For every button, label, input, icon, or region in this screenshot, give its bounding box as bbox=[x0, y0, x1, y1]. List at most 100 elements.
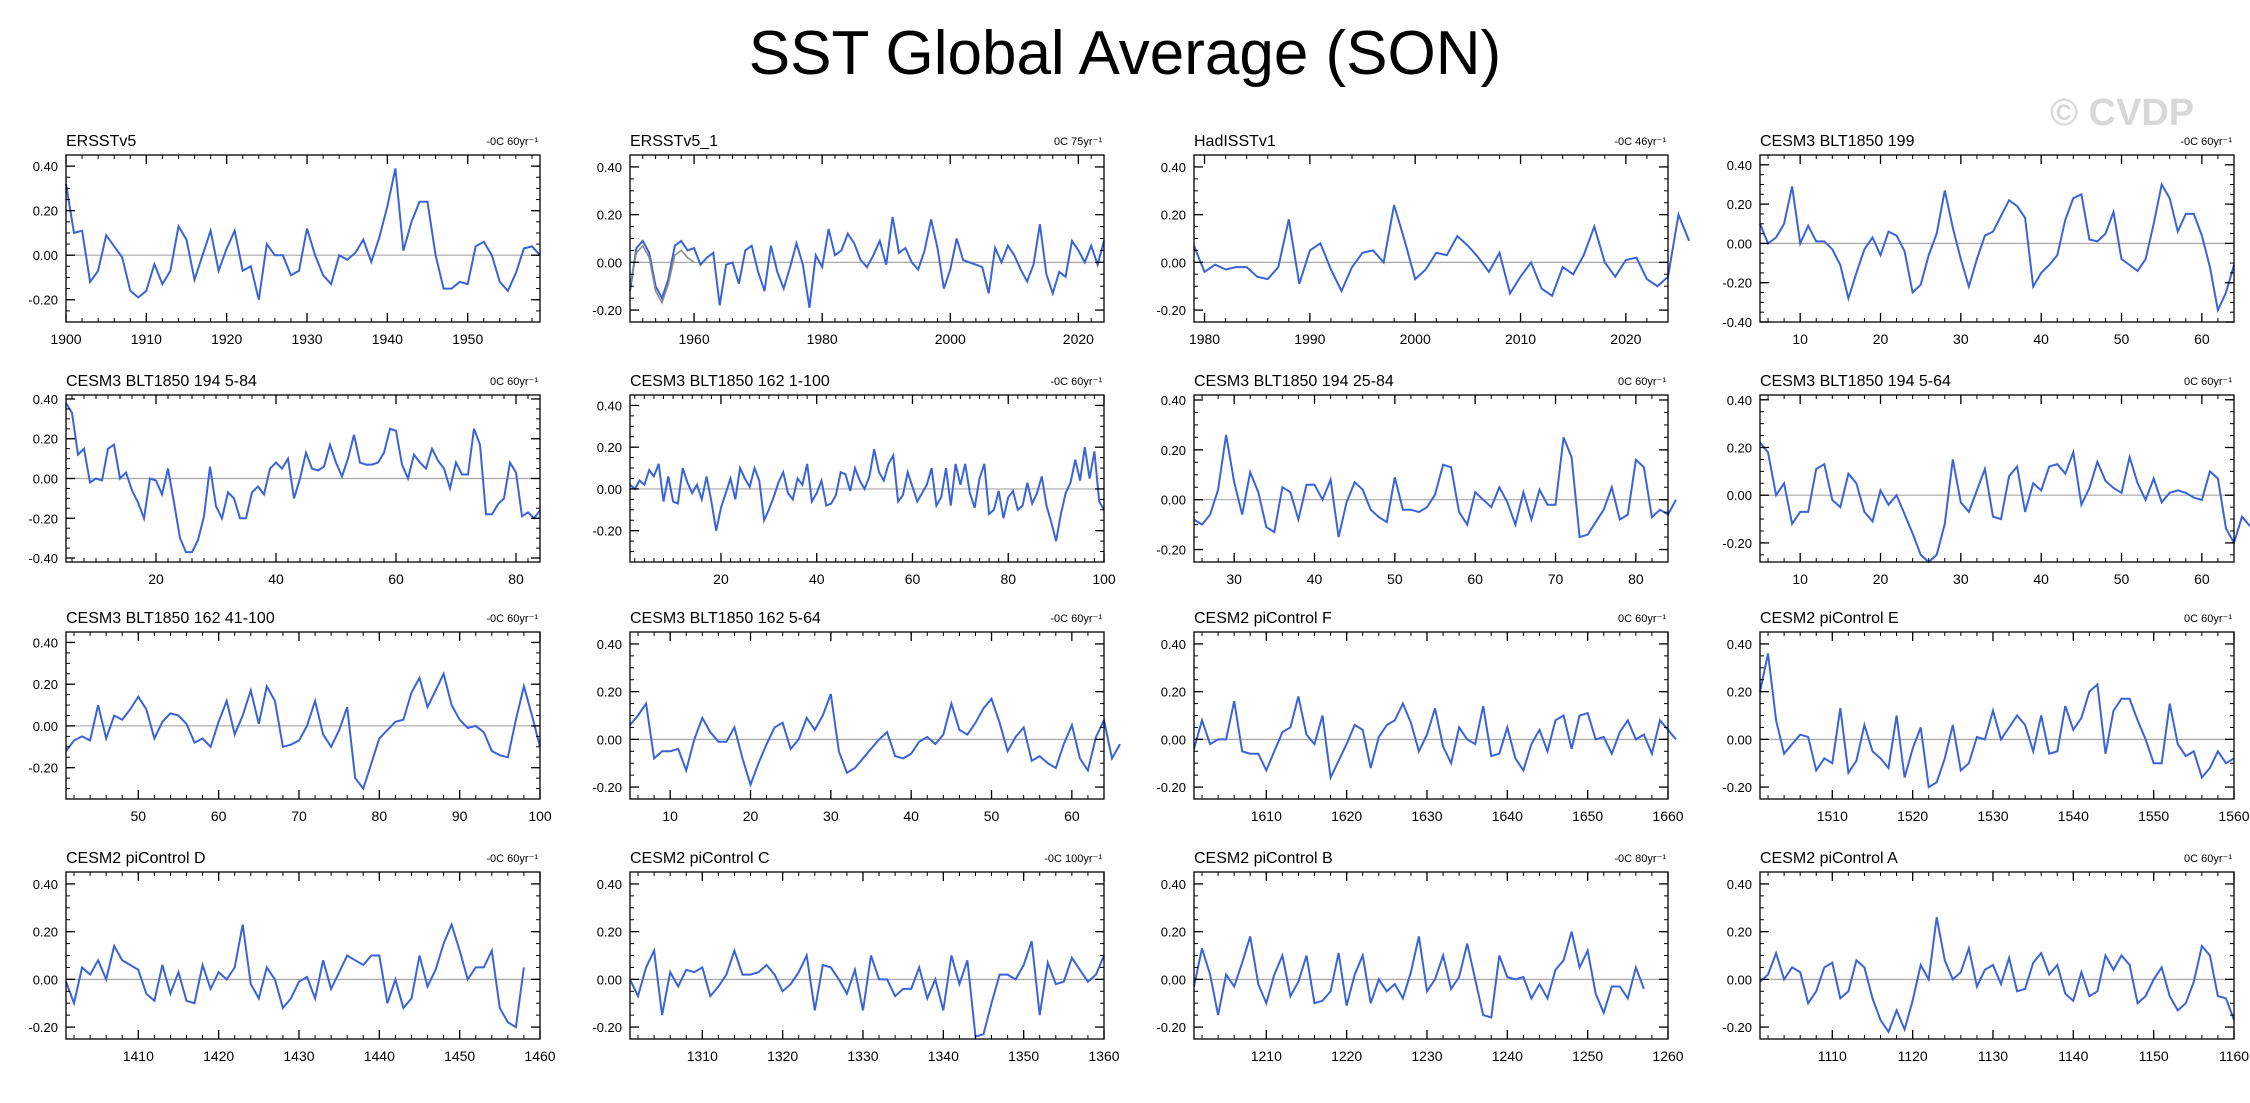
y-tick-label: 0.40 bbox=[1727, 877, 1752, 892]
y-tick-label: 0.20 bbox=[597, 440, 622, 455]
chart-panel: HadISSTv1 -0C 46yr⁻¹ 1980 1990 2000 2010 2020 -… bbox=[1156, 133, 1691, 347]
x-tick-label: 2020 bbox=[1063, 331, 1094, 347]
trend-label: -0C 60yr⁻¹ bbox=[486, 853, 538, 865]
x-tick-label: 1230 bbox=[1411, 1048, 1442, 1064]
trend-label: -0C 60yr⁻¹ bbox=[486, 613, 538, 625]
x-tick-label: 1250 bbox=[1572, 1048, 1603, 1064]
panel-title: CESM3 BLT1850 194 25-84 bbox=[1194, 373, 1394, 390]
series-line bbox=[1759, 181, 2235, 314]
y-tick-label: -0.20 bbox=[592, 524, 622, 539]
x-tick-label: 1150 bbox=[2139, 1048, 2169, 1064]
y-tick-label: 0.20 bbox=[597, 925, 622, 940]
x-tick-label: 80 bbox=[1000, 571, 1016, 587]
panel-title: CESM3 BLT1850 162 41-100 bbox=[66, 610, 275, 627]
chart-panel: ERSSTv5 -0C 60yr⁻¹ 1900 1910 1920 1930 1940 195… bbox=[28, 133, 541, 347]
x-tick-label: 50 bbox=[2114, 571, 2130, 587]
y-tick-label: 0.00 bbox=[33, 972, 58, 987]
series-line bbox=[1193, 204, 1691, 298]
series-line bbox=[1193, 434, 1677, 539]
y-tick-label: 0.40 bbox=[1727, 637, 1752, 652]
x-tick-label: 60 bbox=[388, 571, 404, 587]
y-tick-label: -0.20 bbox=[28, 761, 58, 776]
series-line bbox=[629, 693, 1121, 788]
x-tick-label: 40 bbox=[2033, 571, 2049, 587]
x-tick-label: 1220 bbox=[1331, 1048, 1362, 1064]
x-tick-label: 1240 bbox=[1492, 1048, 1523, 1064]
series-line bbox=[1193, 696, 1677, 781]
y-tick-label: -0.20 bbox=[592, 1020, 622, 1035]
x-tick-label: 60 bbox=[211, 808, 227, 824]
x-tick-label: 50 bbox=[1387, 571, 1403, 587]
x-tick-label: 1980 bbox=[1189, 331, 1220, 347]
panel-title: ERSSTv5_1 bbox=[630, 133, 718, 150]
plot-frame bbox=[629, 394, 1105, 563]
y-tick-label: 0.00 bbox=[597, 482, 622, 497]
trend-label: -0C 60yr⁻¹ bbox=[486, 136, 538, 148]
y-tick-label: -0.20 bbox=[28, 1020, 58, 1035]
panel-title: HadISSTv1 bbox=[1194, 133, 1276, 150]
x-tick-label: 1930 bbox=[291, 331, 322, 347]
x-tick-label: 20 bbox=[148, 571, 164, 587]
y-tick-label: -0.20 bbox=[28, 511, 58, 526]
trend-label: 0C 60yr⁻¹ bbox=[2184, 613, 2232, 625]
plot-frame bbox=[65, 154, 541, 323]
x-tick-label: 1350 bbox=[1008, 1048, 1039, 1064]
plot-frame bbox=[1193, 394, 1669, 563]
x-tick-label: 1340 bbox=[928, 1048, 959, 1064]
x-tick-label: 1960 bbox=[678, 331, 709, 347]
y-tick-label: -0.20 bbox=[1722, 1020, 1752, 1035]
x-tick-label: 1550 bbox=[2138, 808, 2169, 824]
chart-panel: CESM3 BLT1850 162 1-100 -0C 60yr⁻¹ 20 40 60 8… bbox=[592, 373, 1116, 587]
page-title: SST Global Average (SON) bbox=[748, 19, 1502, 88]
x-tick-label: 60 bbox=[1064, 808, 1080, 824]
y-tick-label: 0.20 bbox=[1727, 685, 1752, 700]
trend-label: 0C 60yr⁻¹ bbox=[2184, 853, 2232, 865]
x-tick-label: 1210 bbox=[1251, 1048, 1282, 1064]
x-tick-label: 60 bbox=[905, 571, 921, 587]
x-tick-label: 20 bbox=[713, 571, 729, 587]
y-tick-label: -0.20 bbox=[28, 293, 58, 308]
y-tick-label: -0.20 bbox=[592, 303, 622, 318]
x-tick-label: 80 bbox=[1628, 571, 1644, 587]
x-tick-label: 2010 bbox=[1505, 331, 1536, 347]
x-tick-label: 1950 bbox=[452, 331, 483, 347]
x-tick-label: 1900 bbox=[50, 331, 81, 347]
series-line bbox=[629, 216, 1105, 308]
x-tick-label: 1990 bbox=[1294, 331, 1325, 347]
x-tick-label: 70 bbox=[291, 808, 307, 824]
x-tick-label: 1520 bbox=[1897, 808, 1928, 824]
y-tick-label: -0.20 bbox=[1722, 276, 1752, 291]
series-line bbox=[1759, 653, 2235, 789]
y-tick-label: 0.20 bbox=[33, 925, 58, 940]
y-tick-label: -0.20 bbox=[1722, 536, 1752, 551]
x-tick-label: 40 bbox=[1307, 571, 1323, 587]
plot-frame bbox=[65, 631, 541, 800]
y-tick-label: 0.00 bbox=[33, 248, 58, 263]
x-tick-label: 1120 bbox=[1898, 1048, 1928, 1064]
chart-panel: ERSSTv5_1 0C 75yr⁻¹ 1960 1980 2000 2020 -0.20 0… bbox=[592, 133, 1105, 347]
x-tick-label: 50 bbox=[984, 808, 1000, 824]
x-tick-label: 40 bbox=[2033, 331, 2049, 347]
x-tick-label: 1940 bbox=[372, 331, 403, 347]
x-tick-label: 2020 bbox=[1610, 331, 1641, 347]
plot-frame bbox=[629, 154, 1105, 323]
x-tick-label: 1320 bbox=[767, 1048, 798, 1064]
y-tick-label: 0.40 bbox=[1161, 637, 1186, 652]
x-tick-label: 1160 bbox=[2219, 1048, 2249, 1064]
series-line bbox=[1759, 442, 2250, 564]
x-tick-label: 30 bbox=[823, 808, 839, 824]
plot-frame bbox=[1193, 871, 1669, 1040]
y-tick-label: 0.00 bbox=[597, 732, 622, 747]
x-tick-label: 1660 bbox=[1652, 808, 1683, 824]
x-tick-label: 30 bbox=[1953, 571, 1969, 587]
y-tick-label: 0.00 bbox=[1161, 972, 1186, 987]
x-tick-label: 1450 bbox=[444, 1048, 475, 1064]
y-tick-label: 0.00 bbox=[1161, 732, 1186, 747]
y-tick-label: -0.20 bbox=[1156, 303, 1186, 318]
y-tick-label: -0.20 bbox=[1156, 543, 1186, 558]
trend-label: -0C 46yr⁻¹ bbox=[1614, 136, 1666, 148]
x-tick-label: 1980 bbox=[807, 331, 838, 347]
x-tick-label: 90 bbox=[452, 808, 468, 824]
x-tick-label: 1620 bbox=[1331, 808, 1362, 824]
x-tick-label: 60 bbox=[1467, 571, 1483, 587]
